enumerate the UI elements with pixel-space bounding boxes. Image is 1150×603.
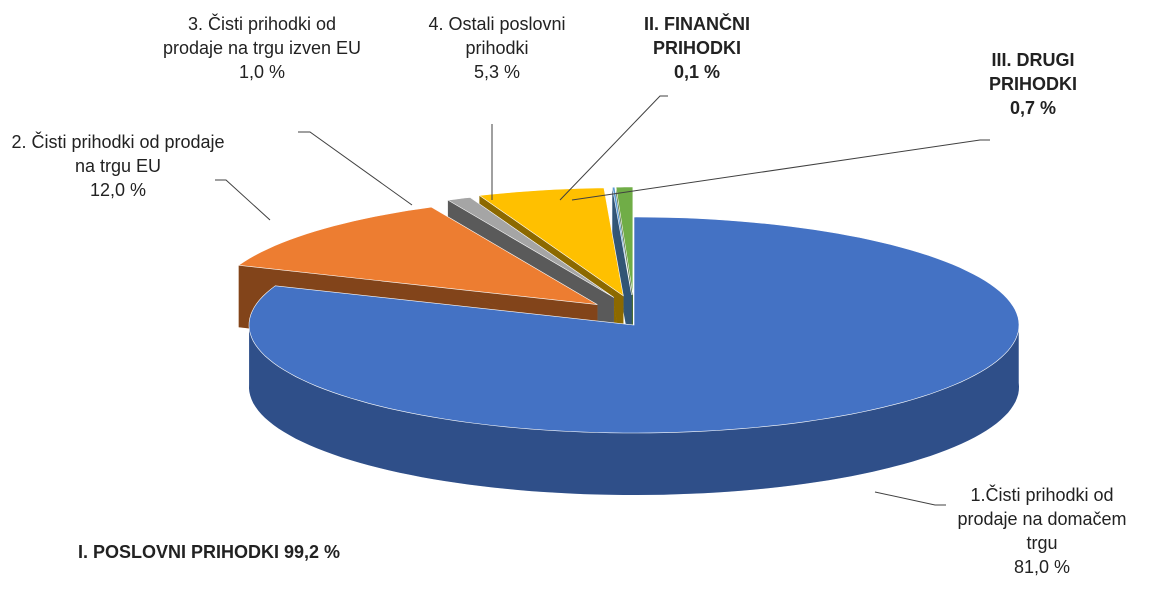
value-label: 0,7 % [1009,98,1057,118]
category-label: 4. Ostali poslovni prihodki [428,14,566,58]
data-label: 1.Čisti prihodki od prodaje na domačem t… [952,483,1132,579]
slice [248,216,1020,434]
data-label: III. DRUGI PRIHODKI 0,7 % [973,48,1093,120]
slice [446,197,615,298]
category-label: II. FINANČNI PRIHODKI [644,14,750,58]
slice [615,186,634,296]
leader-line [215,179,271,221]
category-label: III. DRUGI PRIHODKI [988,50,1077,94]
slice [611,186,632,296]
slice-side [614,187,632,357]
data-label: 3. Čisti prihodki od prodaje na trgu izv… [162,12,362,84]
slice [478,187,624,297]
leader-line [571,139,990,201]
category-label: 1.Čisti prihodki od prodaje na domačem t… [957,485,1127,553]
data-label: 4. Ostali poslovni prihodki 5,3 % [407,12,587,84]
annotation: I. POSLOVNI PRIHODKI 99,2 % [78,542,341,562]
leader-line [298,131,413,206]
value-label: 12,0 % [89,180,147,200]
value-label: 0,1 % [673,62,721,82]
value-label: 5,3 % [473,62,521,82]
slice-side [249,320,1019,495]
value-label: 81,0 % [1013,557,1071,577]
leader-line [559,95,668,201]
category-label: 2. Čisti prihodki od prodaje na trgu EU [11,132,225,176]
leader-lines [215,95,990,506]
category-label: 3. Čisti prihodki od prodaje na trgu izv… [162,14,362,58]
slice [237,206,598,305]
data-label: 2. Čisti prihodki od prodaje na trgu EU 1… [3,130,233,202]
slice-side-shade [614,187,632,357]
slices [237,186,1020,495]
value-label: 1,0 % [238,62,286,82]
leader-line [874,491,946,506]
slice-side-shade [249,320,1019,495]
data-label: II. FINANČNI PRIHODKI 0,1 % [627,12,767,84]
